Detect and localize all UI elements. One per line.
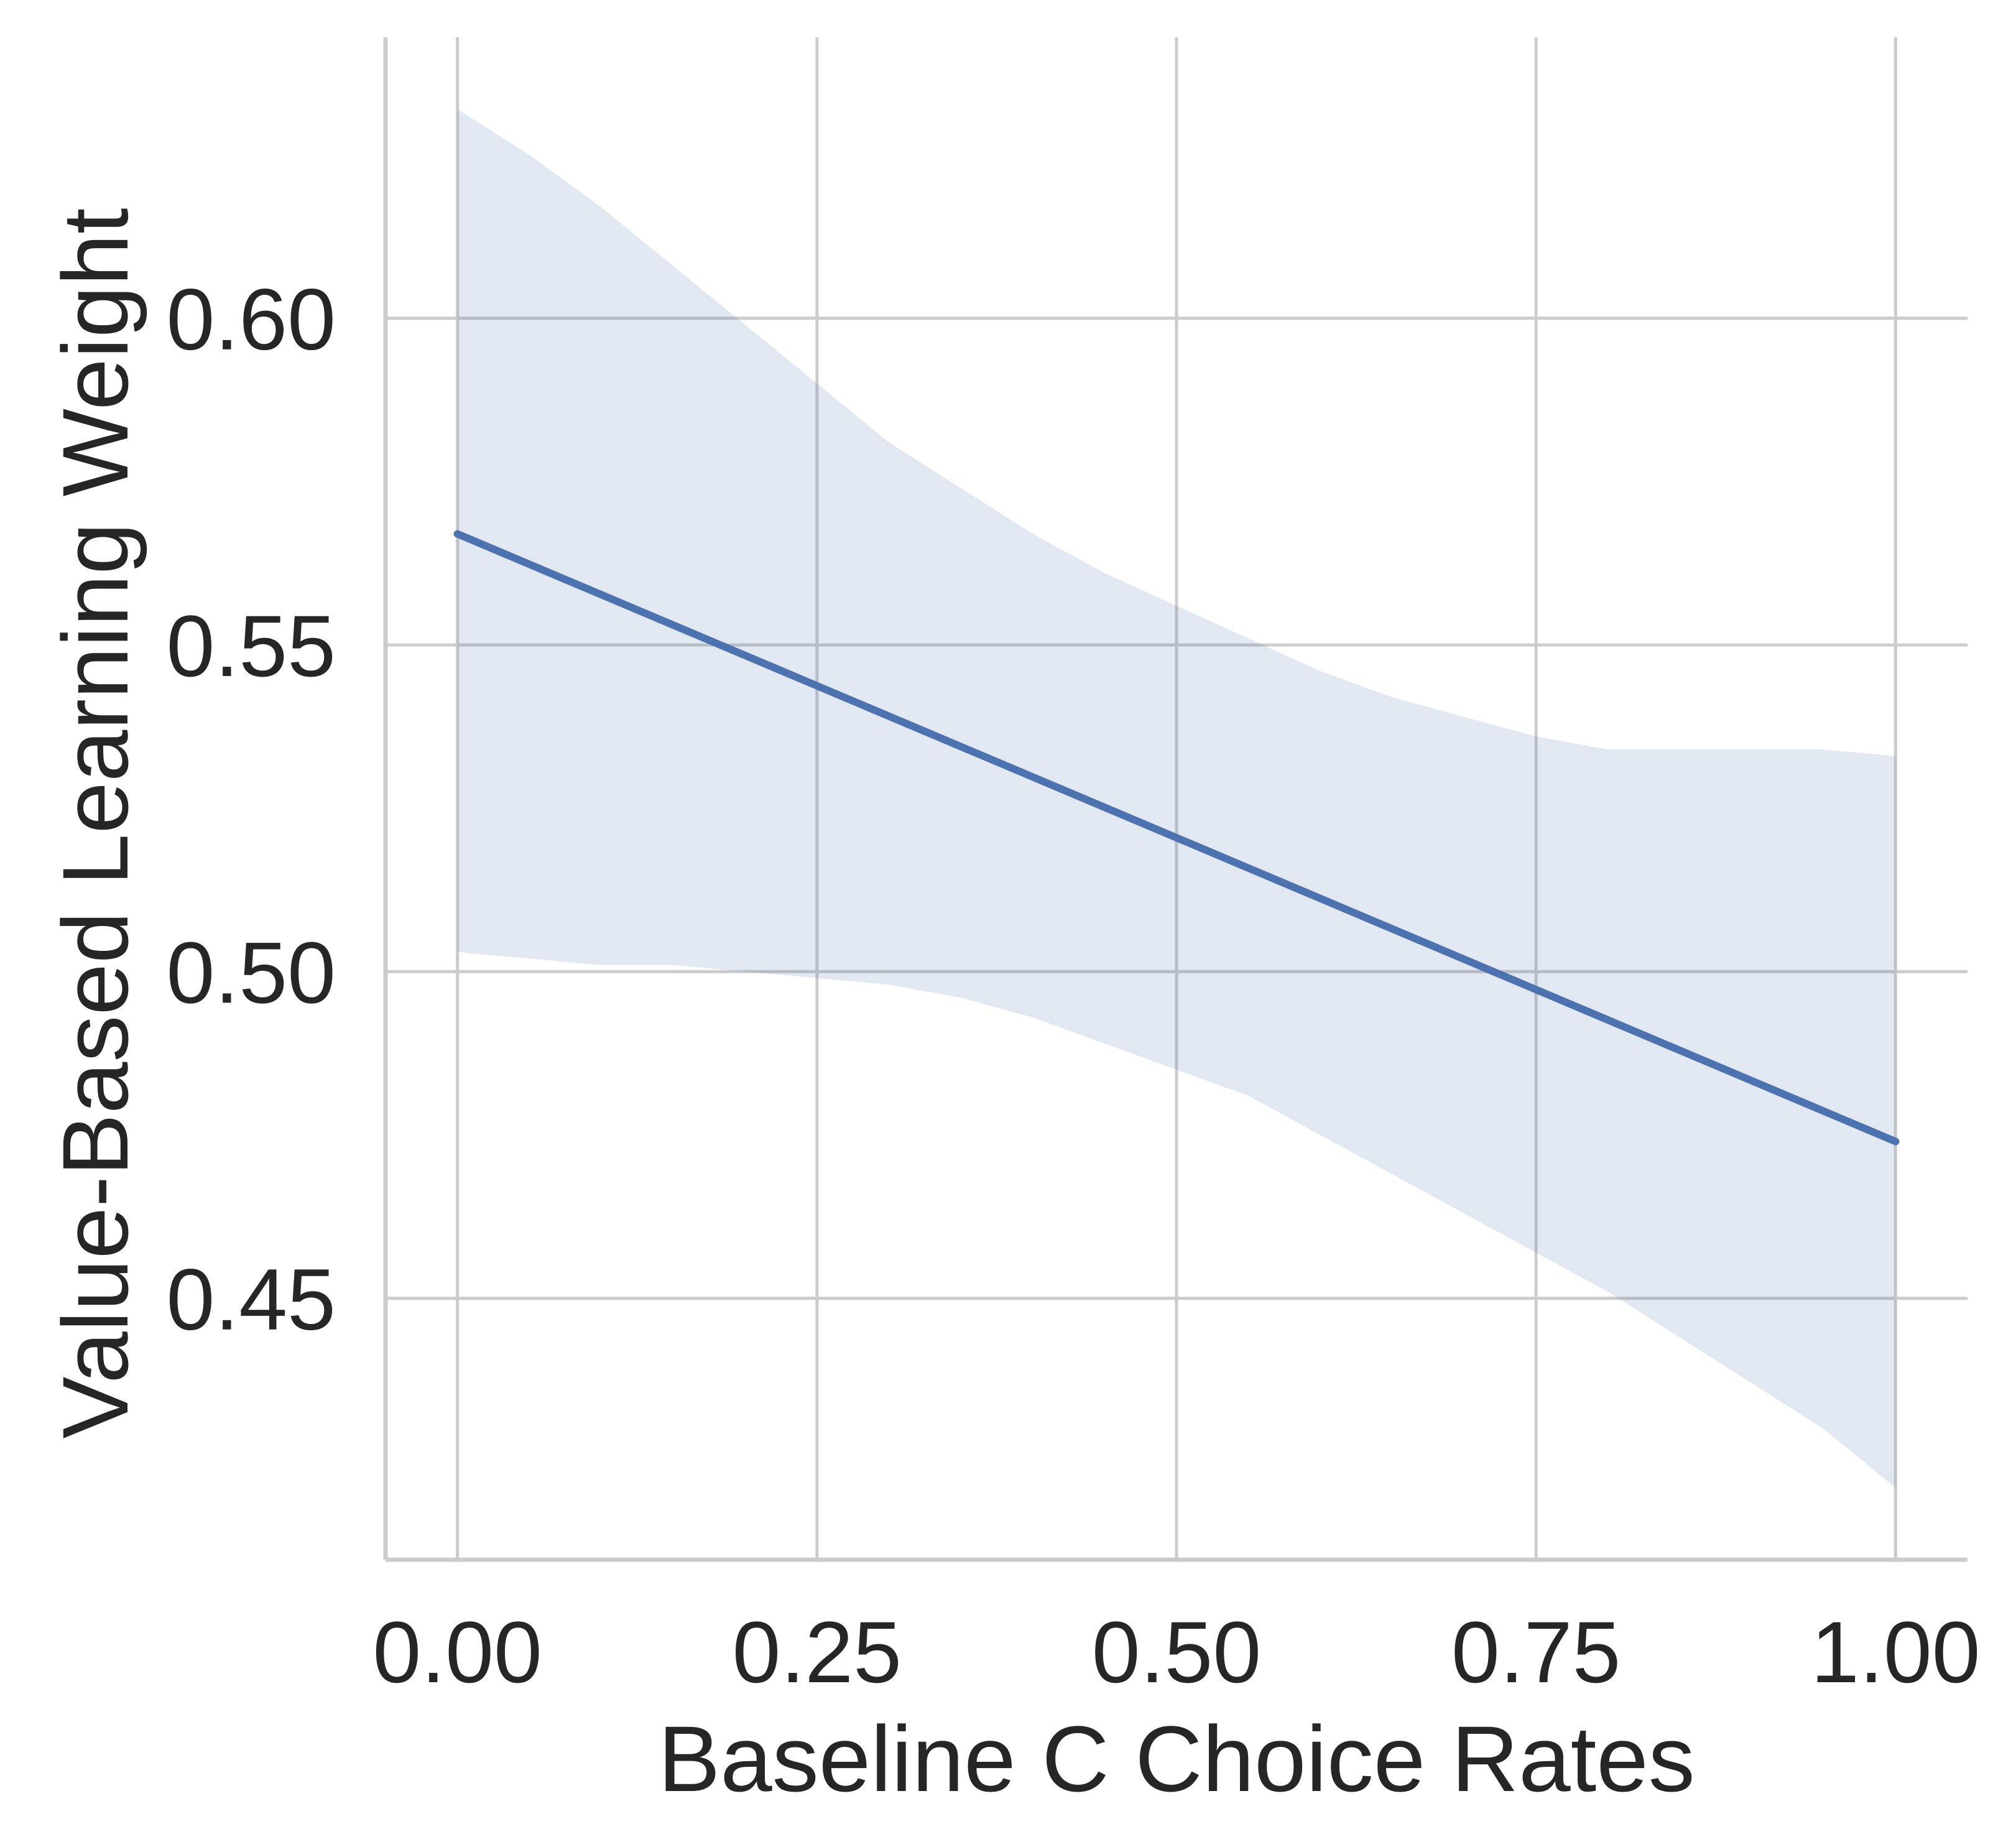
- x-tick-label: 1.00: [1811, 1603, 1980, 1701]
- x-tick-labels: 0.00 0.25 0.50 0.75 1.00: [372, 1603, 1980, 1701]
- grid-layer: [386, 37, 1967, 1560]
- y-tick-label: 0.55: [167, 597, 336, 695]
- y-axis-label: Value-Based Learning Weight: [43, 208, 147, 1438]
- y-tick-labels: 0.45 0.50 0.55 0.60: [167, 271, 336, 1348]
- y-tick-label: 0.50: [167, 924, 336, 1021]
- x-axis-label: Baseline C Choice Rates: [658, 1706, 1695, 1811]
- x-tick-label: 0.00: [372, 1603, 542, 1701]
- y-tick-label: 0.60: [167, 271, 336, 368]
- confidence-band: [457, 109, 1896, 1488]
- x-tick-label: 0.75: [1451, 1603, 1621, 1701]
- x-tick-label: 0.25: [733, 1603, 902, 1701]
- x-tick-label: 0.50: [1092, 1603, 1261, 1701]
- y-tick-label: 0.45: [167, 1251, 336, 1348]
- axes-layer: [383, 37, 1967, 1562]
- regression-line: [453, 530, 1900, 1146]
